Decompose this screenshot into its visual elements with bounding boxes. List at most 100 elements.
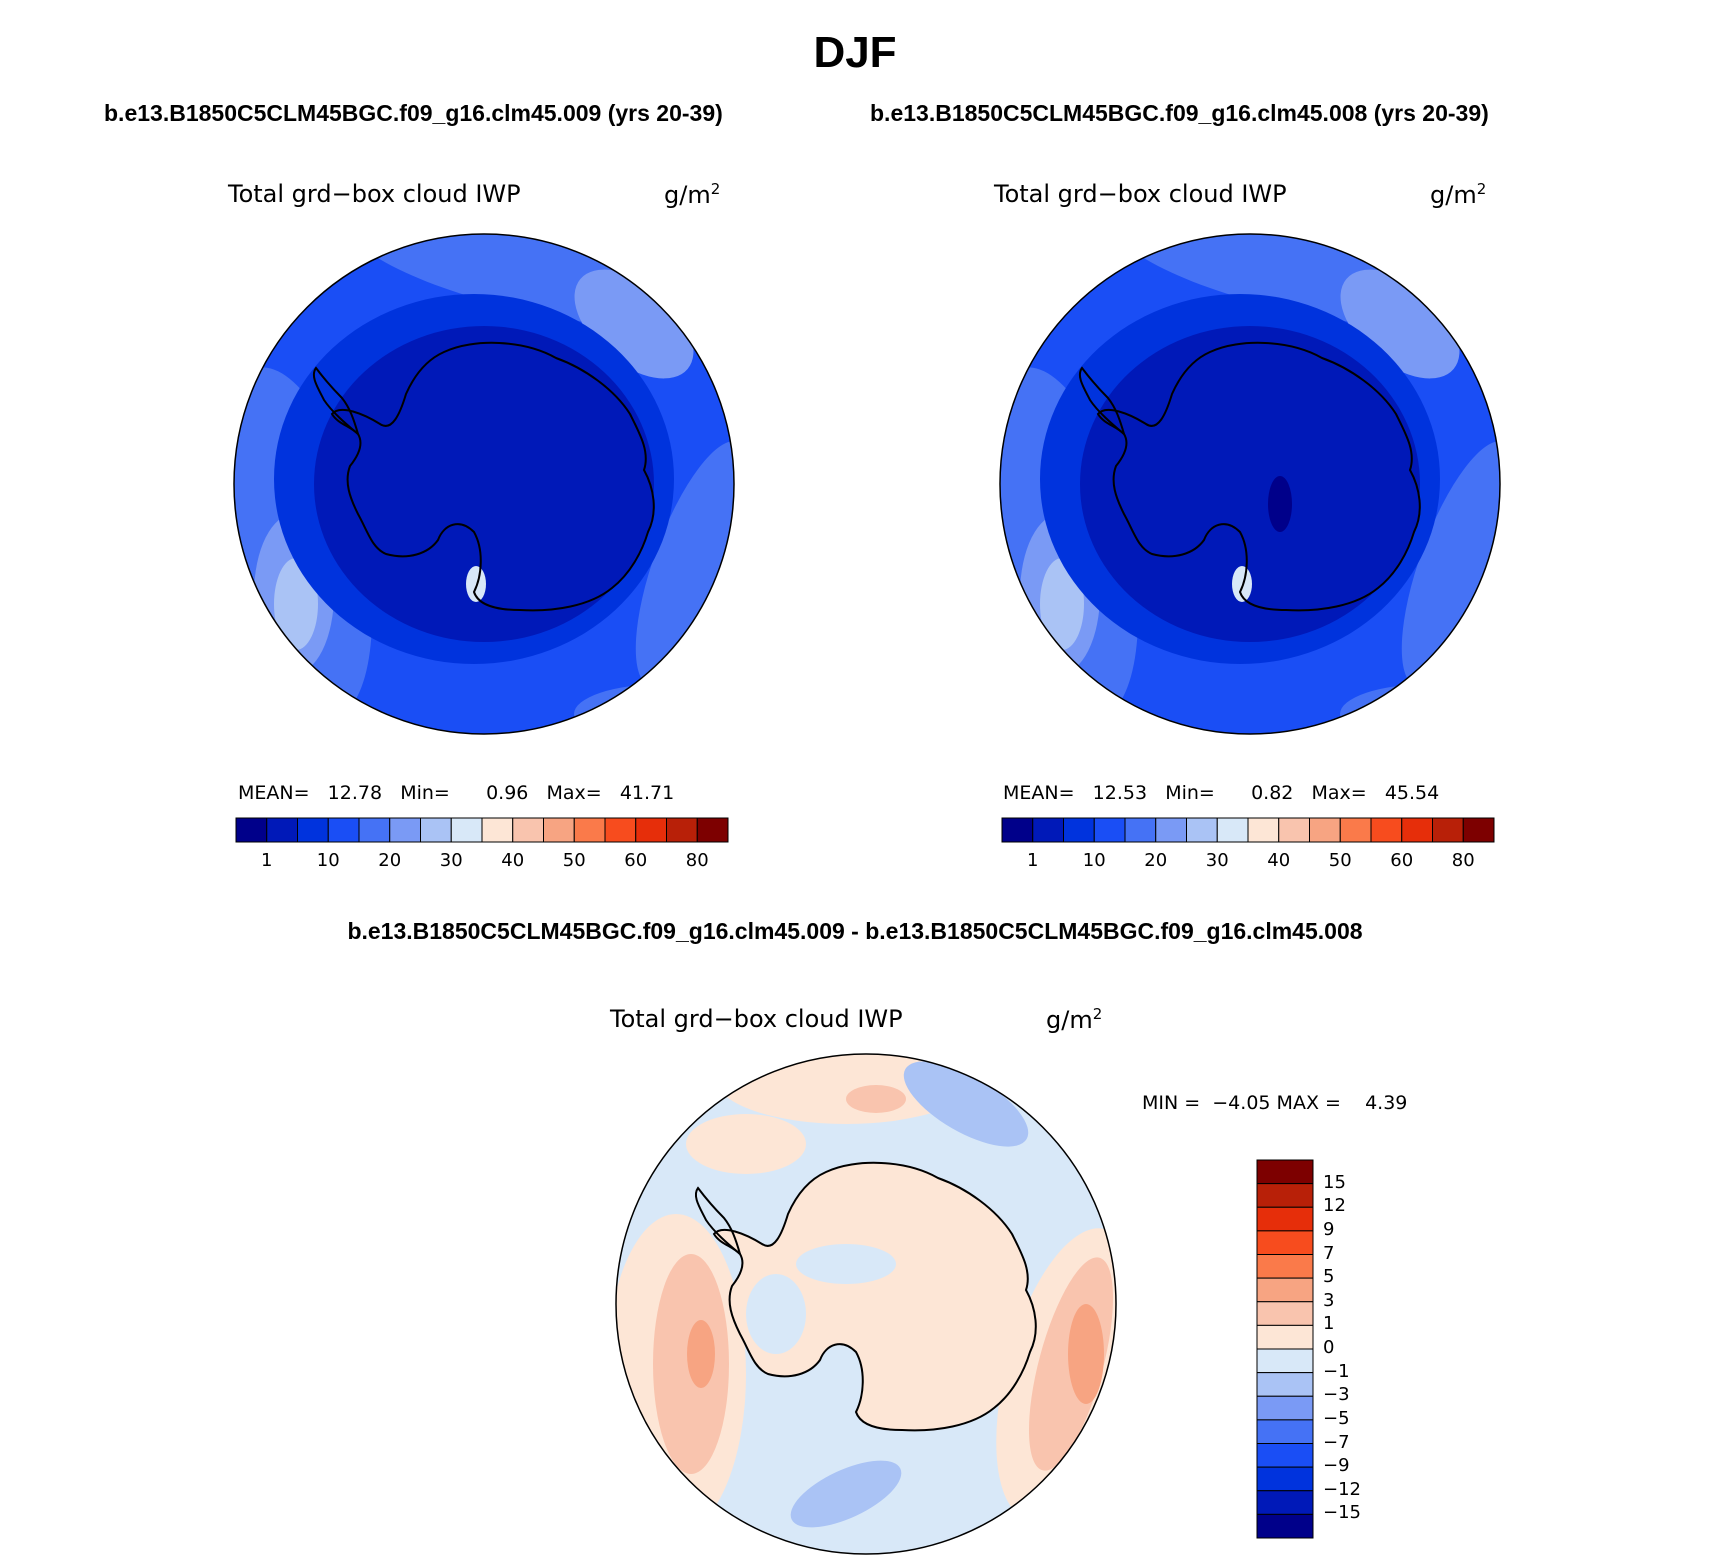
colorbar-swatch [696, 817, 729, 843]
colorbar-swatch [543, 817, 575, 843]
colorbar-tick-label: 7 [1323, 1242, 1335, 1264]
colorbar-tick-label: 40 [1267, 850, 1291, 871]
colorbar-tick-label: 30 [439, 850, 463, 871]
colorbar-swatch [1001, 817, 1034, 843]
colorbar-tick-label: 0 [1323, 1337, 1335, 1358]
colorbar-swatch [327, 817, 360, 843]
ocean-band [1340, 269, 1460, 379]
figure-title: DJF [813, 28, 897, 77]
colorbar-tick-label: −15 [1323, 1502, 1361, 1524]
colorbar-swatch [1186, 817, 1218, 843]
colorbar-swatch [1256, 1466, 1314, 1492]
map-diff [615, 1053, 1117, 1555]
max-value-right: 45.54 [1384, 782, 1440, 804]
colorbar-tick-label: 10 [316, 850, 340, 871]
colorbar-tick-label: 80 [1451, 850, 1475, 871]
stats-right: MEAN= 12.53 Min= 0.82 Max= 45.54 [1003, 782, 1439, 804]
antarctica-fill [332, 342, 654, 611]
colorbar-swatch [1256, 1348, 1314, 1374]
mean-value-right: 12.53 [1092, 782, 1148, 804]
colorbar-swatch [1256, 1513, 1314, 1539]
mean-value-left: 12.78 [327, 782, 383, 804]
units-left: g/m2 [664, 180, 721, 209]
diff-negative [746, 1274, 806, 1354]
colorbar-tick-label: 50 [1328, 850, 1352, 871]
colorbar-tick-label: 20 [378, 850, 402, 871]
ice-spot [1232, 566, 1252, 602]
colorbar-swatch [1309, 817, 1341, 843]
colorbar-swatch [1462, 817, 1495, 843]
colorbar-swatch [450, 817, 483, 843]
max-label-right: Max= [1311, 782, 1367, 804]
colorbar-swatch [481, 817, 514, 843]
colorbar-swatch [1256, 1419, 1314, 1444]
colorbar-swatch [1256, 1183, 1314, 1208]
colorbar-swatch [1155, 817, 1187, 843]
colorbar-left [235, 817, 729, 843]
map-border [233, 233, 735, 735]
mean-label-right: MEAN= [1003, 782, 1075, 804]
interior-minimum [1268, 476, 1292, 532]
colorbar-tick-label: 5 [1323, 1266, 1335, 1288]
diff-positive [686, 1114, 806, 1174]
colorbar-swatch [1256, 1277, 1314, 1303]
colorbar-swatch [1256, 1324, 1314, 1350]
map-left [233, 233, 735, 735]
colorbar-tick-label: 40 [501, 850, 525, 871]
colorbar-tick-label: 50 [562, 850, 586, 871]
colorbar-swatch [666, 817, 698, 843]
colorbar-tick-label: −7 [1323, 1431, 1350, 1453]
colorbar-swatch [1256, 1395, 1314, 1421]
colorbar-swatch [1063, 817, 1095, 843]
colorbar-tick-label: −3 [1323, 1384, 1350, 1406]
colorbar-tick-label: 30 [1205, 850, 1229, 871]
edge-spot [1000, 380, 1010, 408]
ocean-band [1340, 684, 1500, 734]
colorbar-swatch [1124, 817, 1157, 843]
colorbar-swatch [1256, 1301, 1314, 1326]
diff-negative [903, 1061, 1029, 1147]
variable-title-diff: Total grd−box cloud IWP [610, 1005, 903, 1033]
ocean-band [274, 558, 318, 650]
ocean-band [1401, 441, 1500, 687]
ocean-band [635, 441, 734, 687]
peninsula-coastline [1078, 366, 1126, 437]
colorbar-tick-label: 1 [1323, 1313, 1335, 1335]
colorbar-tick-label: 9 [1323, 1218, 1335, 1240]
colorbar-tick-label: −12 [1323, 1478, 1361, 1500]
colorbar-swatch [266, 817, 298, 843]
colorbar-tick-label: −9 [1323, 1455, 1350, 1477]
variable-title-right: Total grd−box cloud IWP [994, 180, 1287, 208]
colorbar-tick-label: 60 [1390, 850, 1414, 871]
units-diff: g/m2 [1046, 1005, 1103, 1034]
diff-negative [796, 1244, 896, 1284]
diff-positive [687, 1320, 715, 1388]
colorbar-swatch [1256, 1254, 1314, 1279]
min-value-left: 0.96 [486, 782, 529, 804]
colorbar-swatch [358, 817, 391, 843]
colorbar-tick-label: −5 [1323, 1407, 1350, 1429]
peninsula-coastline [312, 366, 360, 437]
min-value-diff: −4.05 [1212, 1092, 1271, 1114]
variable-title-left: Total grd−box cloud IWP [228, 180, 521, 208]
ocean-band [1040, 558, 1084, 650]
antarctica-diff-fill [714, 1162, 1036, 1431]
colorbar-swatch [1256, 1159, 1314, 1185]
edge-spot [234, 380, 244, 408]
map-right [999, 233, 1501, 735]
diff-positive [1068, 1304, 1104, 1404]
coastline [330, 341, 655, 612]
colorbar-tick-label: −1 [1323, 1360, 1350, 1382]
peninsula-coastline [694, 1186, 742, 1257]
colorbar-swatch [1278, 817, 1310, 843]
coastline [712, 1161, 1037, 1432]
colorbar-tick-label: 20 [1144, 850, 1168, 871]
min-label-left: Min= [400, 782, 450, 804]
ocean-band [574, 684, 734, 734]
min-label-right: Min= [1165, 782, 1215, 804]
map-border [999, 233, 1501, 735]
diff-negative [790, 1460, 902, 1528]
colorbar-tick-label: 1 [261, 850, 273, 871]
diff-title: b.e13.B1850C5CLM45BGC.f09_g16.clm45.009 … [347, 918, 1363, 944]
